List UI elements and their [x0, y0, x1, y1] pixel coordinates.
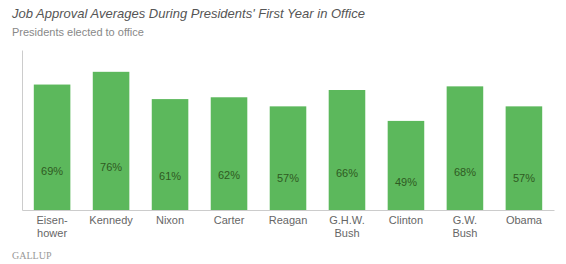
- bar: [506, 106, 543, 210]
- y-axis: [22, 51, 23, 211]
- data-label: 49%: [395, 176, 417, 188]
- x-tick: Obama: [506, 210, 543, 226]
- x-tick-label: Obama: [506, 214, 543, 226]
- title: Job Approval Averages During Presidents'…: [11, 6, 365, 21]
- x-tick-label-line: G.W.: [453, 214, 477, 226]
- x-tick-label: Kennedy: [89, 214, 133, 226]
- x-tick: Eisen-hower: [36, 210, 68, 239]
- footer: GALLUP: [12, 250, 52, 261]
- data-label: 76%: [100, 161, 122, 173]
- x-tick: Carter: [214, 210, 245, 226]
- bar: [211, 97, 248, 210]
- x-tick-label: Clinton: [389, 214, 423, 226]
- bar: [34, 85, 71, 210]
- bars: [34, 72, 542, 210]
- x-tick-label-line: Kennedy: [89, 214, 133, 226]
- x-axis: Eisen-hower Kennedy Nixon Carter Reagan G.H.W…: [23, 210, 555, 239]
- bar: [93, 72, 130, 210]
- data-label: 57%: [513, 172, 535, 184]
- bar: [270, 106, 307, 210]
- x-tick: G.W.Bush: [452, 210, 477, 239]
- x-tick-label-line: hower: [37, 227, 67, 239]
- x-tick-label: Carter: [214, 214, 245, 226]
- data-labels: 69% 76% 61% 62% 57% 66% 49% 68% 57%: [41, 161, 535, 188]
- y-axis-line: [22, 51, 23, 211]
- data-label: 66%: [336, 167, 358, 179]
- x-tick: Nixon: [156, 210, 184, 226]
- x-tick: G.H.W.Bush: [329, 210, 364, 239]
- x-tick: Clinton: [389, 210, 423, 226]
- x-tick-label-line: Nixon: [156, 214, 184, 226]
- data-label: 61%: [159, 170, 181, 182]
- bar: [152, 99, 189, 210]
- x-tick-label-line: Bush: [452, 227, 477, 239]
- data-label: 68%: [454, 166, 476, 178]
- data-label: 57%: [277, 172, 299, 184]
- bar: [329, 90, 366, 210]
- x-tick-label: Nixon: [156, 214, 184, 226]
- x-tick-label: Eisen-hower: [36, 214, 68, 239]
- x-tick-label-line: Carter: [214, 214, 245, 226]
- x-tick-label: G.W.Bush: [452, 214, 477, 239]
- x-tick-label-line: Obama: [506, 214, 543, 226]
- bar: [447, 86, 484, 210]
- x-tick-label: G.H.W.Bush: [329, 214, 364, 239]
- plot: Eisen-hower Kennedy Nixon Carter Reagan G.H.W…: [23, 51, 555, 240]
- subtitle: Presidents elected to office: [12, 26, 144, 38]
- x-tick-label-line: Bush: [334, 227, 359, 239]
- x-tick-label: Reagan: [269, 214, 308, 226]
- x-tick: Kennedy: [89, 210, 133, 226]
- x-tick-label-line: G.H.W.: [329, 214, 364, 226]
- bar: [388, 121, 425, 210]
- data-label: 69%: [41, 165, 63, 177]
- x-axis-line: [23, 210, 555, 211]
- x-tick-label-line: Reagan: [269, 214, 308, 226]
- chart: Job Approval Averages During Presidents'…: [0, 0, 566, 264]
- x-tick-label-line: Eisen-: [36, 214, 68, 226]
- data-label: 62%: [218, 169, 240, 181]
- x-tick-label-line: Clinton: [389, 214, 423, 226]
- x-tick: Reagan: [269, 210, 308, 226]
